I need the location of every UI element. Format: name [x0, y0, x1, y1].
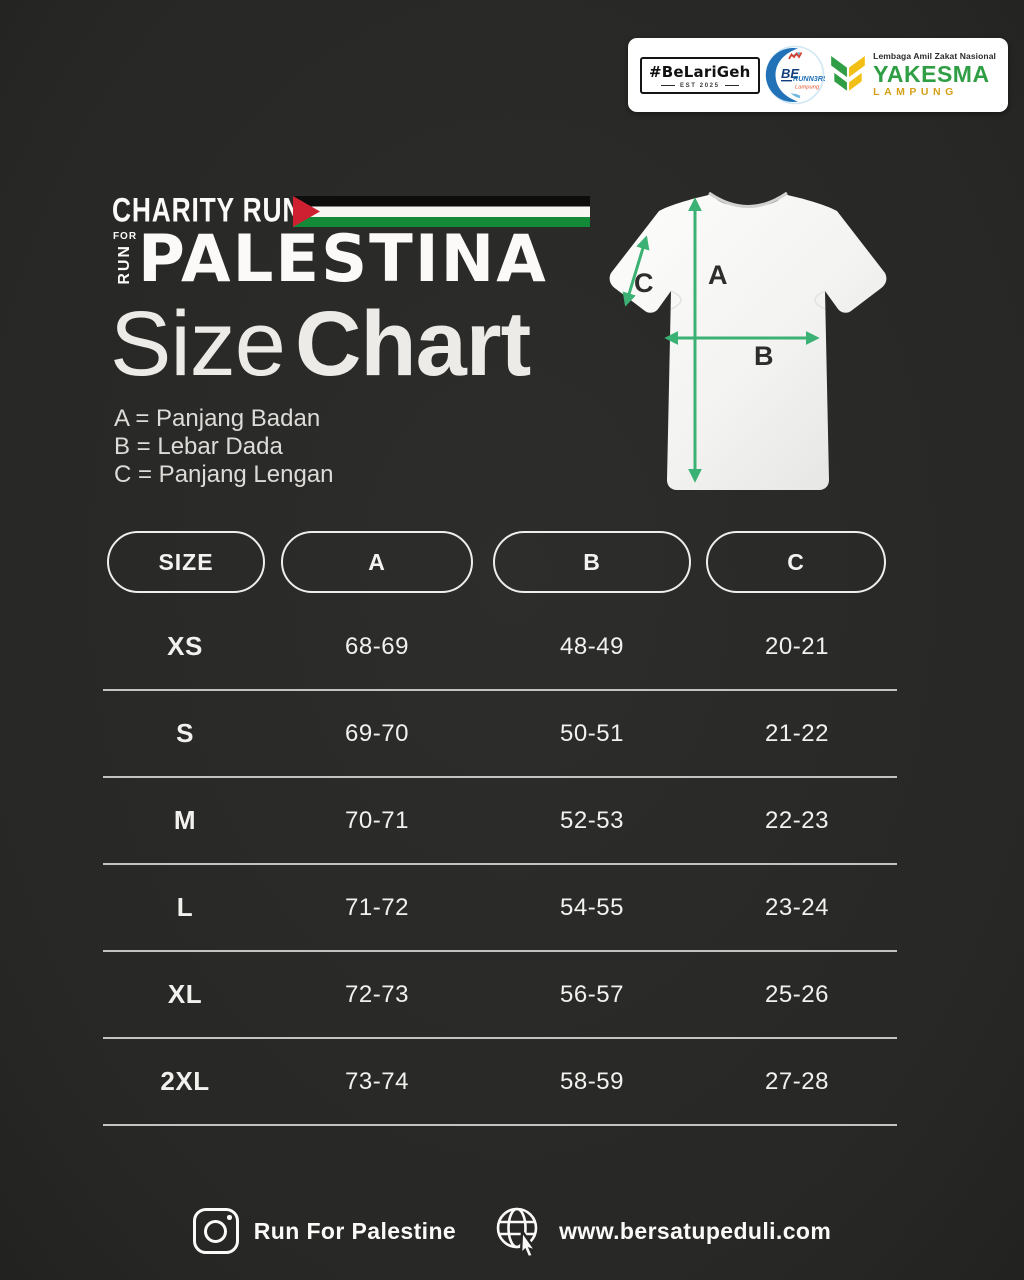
title-size: Size	[110, 293, 286, 395]
legend-line-b: B = Lebar Dada	[114, 433, 283, 460]
charity-run-row: CHARITY RUN	[112, 190, 592, 229]
berunners-be-text: BE	[781, 66, 799, 81]
berunners-runners-text: RUNN3RS	[793, 74, 825, 83]
palestina-row: FOR RUN PALESTINA	[112, 221, 592, 298]
yakesma-logo: Lembaga Amil Zakat Nasional YAKESMA LAMP…	[830, 52, 996, 98]
value-a: 68-69	[345, 632, 409, 660]
instagram-group: Run For Palestine	[192, 1208, 457, 1254]
table-row: M 70-71 52-53 22-23	[103, 778, 897, 865]
yakesma-leaf-icon	[831, 56, 865, 91]
website-group: www.bersatupeduli.com	[494, 1205, 832, 1259]
size-label: XS	[167, 631, 203, 661]
arrow-c	[622, 235, 650, 307]
palestina-wordmark: PALESTINA	[138, 221, 548, 298]
value-b: 56-57	[560, 980, 624, 1008]
value-a: 70-71	[345, 806, 409, 834]
charity-run-text: CHARITY RUN	[112, 190, 303, 229]
instagram-icon	[192, 1208, 239, 1254]
yakesma-region: LAMPUNG	[873, 86, 958, 99]
value-c: 25-26	[765, 980, 829, 1008]
belarigeh-name: #BeLariGeh	[649, 62, 751, 81]
dash-left	[661, 84, 676, 87]
size-label: 2XL	[160, 1066, 210, 1096]
diagram-label-c: C	[634, 268, 654, 298]
globe-icon	[496, 1207, 540, 1259]
belarigeh-logo: #BeLariGeh EST 2025	[640, 56, 760, 94]
value-c: 20-21	[765, 632, 829, 660]
legend-line-c: C = Panjang Lengan	[114, 461, 334, 488]
value-b: 54-55	[560, 893, 624, 921]
table-row: XS 68-69 48-49 20-21	[103, 604, 897, 691]
header-size: SIZE	[107, 531, 265, 593]
berunners-logo-icon: BE RUNN3RS Lampung	[765, 45, 825, 105]
page-title: Size Chart	[110, 293, 531, 395]
value-b: 52-53	[560, 806, 624, 834]
measurement-arrows	[622, 197, 820, 483]
value-c: 22-23	[765, 806, 829, 834]
value-a: 72-73	[345, 980, 409, 1008]
size-table-body: XS 68-69 48-49 20-21 S 69-70 50-51 21-22…	[103, 604, 897, 1126]
tshirt-shape	[609, 194, 887, 490]
run-for-vertical: FOR RUN	[112, 230, 138, 288]
size-label: L	[176, 892, 194, 922]
footer: Run For Palestine www.bersatupeduli.com	[0, 1205, 1024, 1259]
yakesma-text: Lembaga Amil Zakat Nasional YAKESMA LAMP…	[873, 52, 996, 98]
value-b: 48-49	[560, 632, 624, 660]
partner-logos-bar: #BeLariGeh EST 2025 BE RUNN3RS Lampung	[628, 38, 1008, 112]
measurement-legend: A = Panjang Badan B = Lebar Dada C = Pan…	[114, 405, 334, 489]
berunners-region-text: Lampung	[795, 85, 820, 91]
palestine-flag	[293, 196, 590, 227]
belarigeh-est-text: EST 2025	[680, 82, 720, 89]
value-a: 71-72	[345, 893, 409, 921]
event-logo: CHARITY RUN FOR RUN PALESTINA	[112, 190, 592, 298]
title-chart: Chart	[294, 293, 531, 395]
flag-stripes	[293, 196, 590, 227]
size-label: S	[176, 718, 194, 748]
run-label: RUN	[116, 244, 133, 285]
for-label: FOR	[112, 231, 138, 242]
tshirt-diagram: A B C	[609, 191, 887, 490]
table-row: 2XL 73-74 58-59 27-28	[103, 1039, 897, 1126]
belarigeh-est: EST 2025	[649, 83, 751, 89]
table-row: XL 72-73 56-57 25-26	[103, 952, 897, 1039]
instagram-handle: Run For Palestine	[253, 1217, 457, 1244]
cursor-icon	[519, 1227, 540, 1259]
value-c: 21-22	[765, 719, 829, 747]
diagram-label-a: A	[708, 260, 728, 290]
yakesma-tagline: Lembaga Amil Zakat Nasional	[873, 50, 996, 61]
website-url: www.bersatupeduli.com	[559, 1217, 832, 1244]
value-b: 50-51	[560, 719, 624, 747]
yakesma-name: YAKESMA	[873, 60, 990, 87]
header-b: B	[493, 531, 691, 593]
size-label: XL	[167, 979, 203, 1009]
table-row: S 69-70 50-51 21-22	[103, 691, 897, 778]
dash-right	[724, 84, 739, 87]
value-c: 27-28	[765, 1067, 829, 1095]
value-a: 73-74	[345, 1067, 409, 1095]
size-label: M	[173, 805, 197, 835]
value-c: 23-24	[765, 893, 829, 921]
header-a: A	[281, 531, 473, 593]
diagram-label-b: B	[754, 341, 774, 371]
table-row: L 71-72 54-55 23-24	[103, 865, 897, 952]
runner-figures-mark	[788, 51, 803, 60]
globe-cursor-wrap	[494, 1205, 544, 1259]
size-table-header: SIZE A B C	[105, 531, 895, 593]
value-a: 69-70	[345, 719, 409, 747]
value-b: 58-59	[560, 1067, 624, 1095]
legend-line-a: A = Panjang Badan	[114, 405, 321, 432]
header-c: C	[706, 531, 886, 593]
